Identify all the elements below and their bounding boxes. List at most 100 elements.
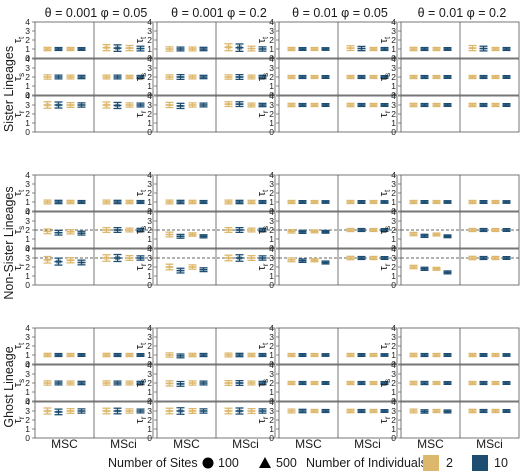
box-MSC-sites500-ind10	[199, 352, 208, 358]
box-MSC-sites100-ind10	[298, 46, 307, 52]
y-tick-label: 1	[147, 81, 152, 91]
box-MSci-sites100-ind10	[235, 254, 244, 262]
y-tick-label: 2	[391, 109, 396, 119]
box-MSci-sites500-ind10	[136, 102, 145, 108]
box-MSci-sites100-ind2	[224, 352, 233, 358]
row-label-τr: τr	[12, 416, 26, 423]
box-MSci-sites100-ind2	[468, 408, 477, 414]
legend-individuals-title: Number of Individuals	[306, 456, 427, 470]
box-MSC-sites100-ind2	[43, 255, 52, 264]
y-tick-label: 3	[147, 406, 152, 416]
box-MSci-sites100-ind2	[468, 380, 477, 386]
y-tick-label: 1	[25, 271, 30, 281]
box-MSci-sites500-ind10	[258, 408, 267, 414]
box-MSci-sites100-ind10	[235, 43, 244, 52]
y-tick-label: 4	[269, 170, 274, 180]
row-label-τt: τt	[134, 342, 148, 349]
box-MSC-sites500-ind10	[443, 234, 452, 239]
row-label-τs: τs	[134, 73, 148, 81]
y-tick-label: 3	[391, 179, 396, 189]
box-MSC-sites100-ind2	[287, 408, 296, 414]
y-tick-label: 2	[147, 415, 152, 425]
y-tick-label: 0	[269, 90, 274, 100]
box-MSci-sites500-ind10	[258, 102, 267, 108]
box-MSC-sites100-ind10	[298, 102, 307, 108]
y-tick-label: 4	[147, 397, 152, 407]
y-tick-label: 1	[391, 350, 396, 360]
box-MSci-sites100-ind2	[102, 407, 111, 415]
box-MSC-sites100-ind2	[287, 74, 296, 80]
y-tick-label: 2	[391, 378, 396, 388]
box-MSci-sites100-ind2	[224, 43, 233, 52]
row-label-τt: τt	[256, 342, 270, 349]
box-MSci-sites100-ind2	[224, 199, 233, 205]
box-MSci-sites500-ind2	[125, 44, 134, 52]
box-MSC-sites100-ind10	[54, 352, 63, 358]
box-MSC-sites500-ind2	[188, 352, 197, 358]
y-tick-label: 2	[147, 188, 152, 198]
y-tick-label: 0	[269, 127, 274, 137]
y-tick-label: 4	[391, 244, 396, 254]
y-tick-label: 3	[147, 63, 152, 73]
box-MSC-sites500-ind2	[310, 199, 319, 205]
box-MSci-sites100-ind2	[468, 74, 477, 80]
box-MSC-sites100-ind10	[298, 229, 307, 234]
box-MSC-sites100-ind10	[176, 46, 185, 52]
row-label-τs: τs	[12, 73, 26, 81]
box-MSC-sites500-ind10	[321, 200, 330, 204]
box-MSci-sites100-ind10	[357, 255, 366, 261]
box-MSC-sites500-ind10	[443, 200, 452, 204]
box-MSC-sites100-ind2	[43, 199, 52, 205]
box-MSC-sites100-ind10	[176, 199, 185, 205]
row-label-τt: τt	[378, 36, 392, 43]
box-MSci-sites100-ind2	[468, 44, 477, 52]
box-MSci-sites500-ind10	[502, 380, 511, 386]
box-MSC-sites100-ind2	[43, 228, 52, 235]
box-MSC-sites100-ind10	[298, 380, 307, 386]
y-tick-label: 0	[25, 53, 30, 63]
box-MSci-sites500-ind2	[247, 352, 256, 358]
y-tick-label: 1	[25, 424, 30, 434]
y-tick-label: 0	[147, 433, 152, 443]
box-MSC-sites500-ind2	[66, 407, 75, 415]
y-tick-label: 0	[269, 243, 274, 253]
box-MSci-sites100-ind10	[357, 408, 366, 414]
box-MSci-sites500-ind2	[369, 408, 378, 414]
box-MSC-sites100-ind2	[287, 46, 296, 52]
box-MSci-sites500-ind2	[125, 102, 134, 108]
box-MSC-sites100-ind2	[165, 407, 174, 415]
row-group-label-ghost: Ghost Lineage	[2, 346, 16, 427]
y-tick-label: 2	[391, 188, 396, 198]
box-MSci-sites100-ind2	[224, 101, 233, 108]
y-tick-label: 0	[147, 206, 152, 216]
row-label-τr: τr	[378, 416, 392, 423]
box-MSC-sites100-ind10	[176, 353, 185, 359]
y-tick-label: 2	[147, 378, 152, 388]
y-tick-label: 3	[25, 26, 30, 36]
y-tick-label: 0	[25, 359, 30, 369]
y-tick-label: 4	[25, 170, 30, 180]
box-MSC-sites500-ind10	[199, 74, 208, 80]
box-MSci-sites500-ind2	[247, 74, 256, 80]
box-MSC-sites500-ind10	[77, 199, 86, 205]
panel-grid: 01234τt01234τt01234τt01234τt01234τs01234…	[12, 17, 520, 443]
box-MSC-sites100-ind2	[165, 74, 174, 80]
box-MSci-sites100-ind10	[235, 199, 244, 205]
box-MSC-sites100-ind10	[420, 233, 429, 239]
y-tick-label: 3	[391, 63, 396, 73]
box-MSci-sites100-ind10	[479, 227, 488, 233]
box-MSci-sites100-ind2	[468, 255, 477, 261]
box-MSC-sites100-ind2	[43, 74, 52, 80]
y-tick-label: 0	[269, 396, 274, 406]
box-MSci-sites100-ind2	[102, 254, 111, 262]
x-label-MSC-col2: MSC	[173, 437, 200, 451]
x-label-MSci-col4: MSci	[476, 437, 503, 451]
panel-ghost-τr-col1: 0 1 234 τr	[12, 397, 154, 443]
box-MSci-sites100-ind2	[224, 254, 233, 262]
box-MSC-sites500-ind2	[310, 408, 319, 414]
y-tick-label: 0	[391, 396, 396, 406]
